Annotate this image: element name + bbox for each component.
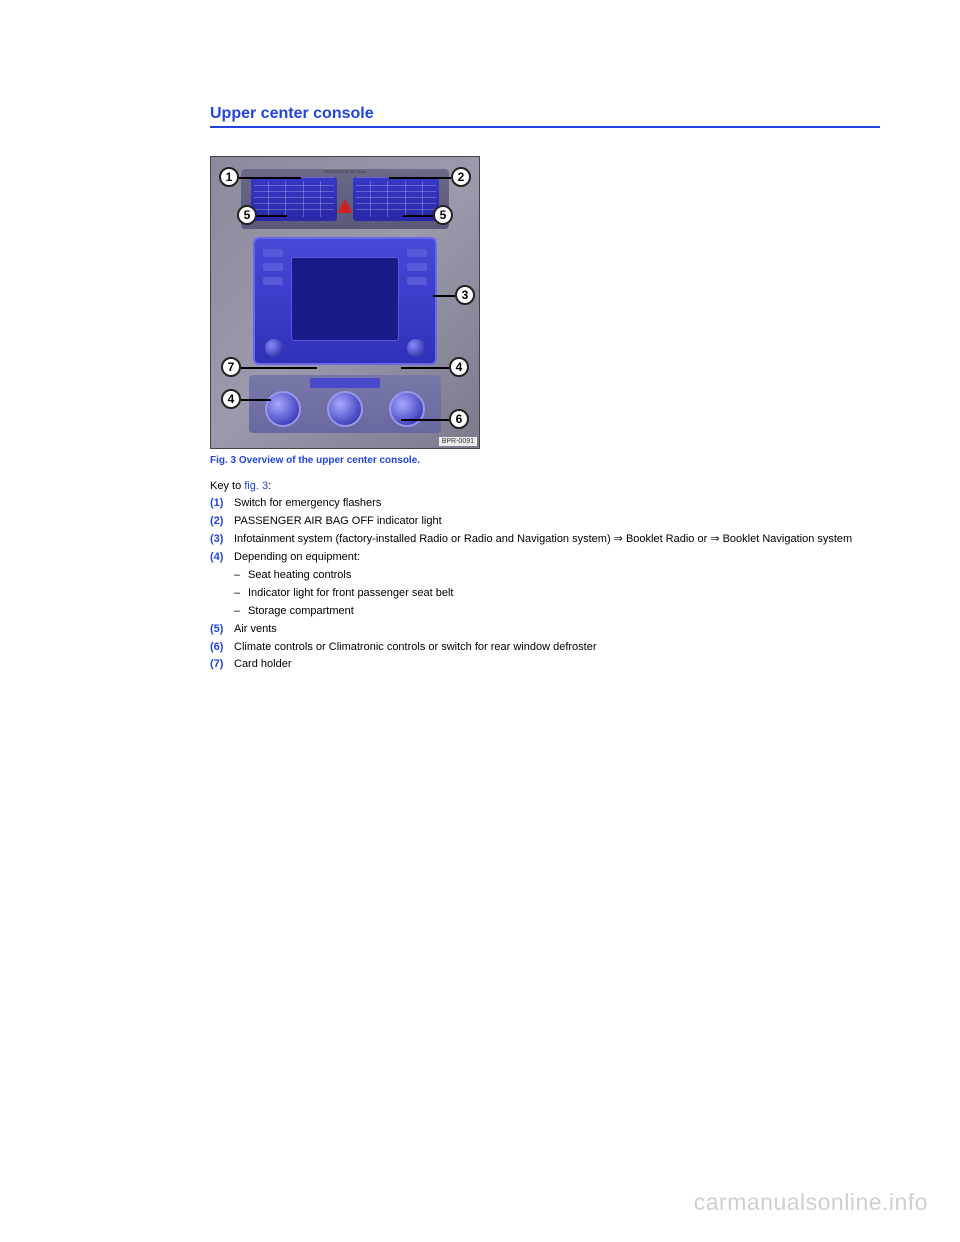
callout-4-right: 4 bbox=[449, 357, 469, 377]
leader-line bbox=[401, 419, 449, 421]
callout-5-right: 5 bbox=[433, 205, 453, 225]
callout-1: 1 bbox=[219, 167, 239, 187]
passenger-airbag-label: PASSENGER AIR BAG bbox=[324, 169, 366, 174]
legend-text: Switch for emergency flashers bbox=[234, 496, 880, 512]
climate-buttons bbox=[310, 378, 380, 388]
head-unit-button bbox=[407, 277, 427, 285]
dash-icon: – bbox=[234, 604, 248, 620]
legend-subtext: Storage compartment bbox=[248, 604, 354, 620]
legend-number: (4) bbox=[210, 550, 234, 566]
leader-line bbox=[389, 177, 451, 179]
dash-icon: – bbox=[234, 568, 248, 584]
legend-text: Air vents bbox=[234, 622, 880, 638]
climate-knob-center bbox=[327, 391, 363, 427]
legend-subitem: – Storage compartment bbox=[234, 604, 880, 620]
legend-sublist: – Seat heating controls – Indicator ligh… bbox=[210, 568, 880, 620]
leader-line bbox=[433, 295, 455, 297]
legend-intro: Key to fig. 3: bbox=[210, 480, 880, 492]
legend-item: (2) PASSENGER AIR BAG OFF indicator ligh… bbox=[210, 514, 880, 530]
head-unit-knob-left bbox=[265, 339, 283, 357]
leader-line bbox=[239, 177, 301, 179]
legend-subtext: Indicator light for front passenger seat… bbox=[248, 586, 453, 602]
leader-line bbox=[403, 215, 433, 217]
legend-number: (7) bbox=[210, 657, 234, 673]
dash-icon: – bbox=[234, 586, 248, 602]
climate-knob-left bbox=[265, 391, 301, 427]
callout-5-left: 5 bbox=[237, 205, 257, 225]
leader-line bbox=[401, 367, 449, 369]
head-unit-button bbox=[263, 277, 283, 285]
figure-tag: BPR-0091 bbox=[439, 437, 477, 446]
legend-item: (3) Infotainment system (factory-install… bbox=[210, 532, 880, 548]
callout-3: 3 bbox=[455, 285, 475, 305]
leader-line bbox=[241, 367, 317, 369]
legend-number: (6) bbox=[210, 640, 234, 656]
infotainment-screen bbox=[291, 257, 399, 341]
legend-number: (3) bbox=[210, 532, 234, 548]
legend-item: (6) Climate controls or Climatronic cont… bbox=[210, 640, 880, 656]
legend-number: (1) bbox=[210, 496, 234, 512]
legend-intro-suffix: : bbox=[268, 480, 271, 492]
legend-text: PASSENGER AIR BAG OFF indicator light bbox=[234, 514, 880, 530]
legend-text: Card holder bbox=[234, 657, 880, 673]
infotainment-unit bbox=[253, 237, 437, 365]
hazard-triangle-icon bbox=[337, 199, 353, 213]
legend-number: (5) bbox=[210, 622, 234, 638]
watermark: carmanualsonline.info bbox=[694, 1189, 928, 1216]
console-figure: PASSENGER AIR BAG 1 bbox=[210, 156, 480, 449]
callout-6: 6 bbox=[449, 409, 469, 429]
callout-2: 2 bbox=[451, 167, 471, 187]
head-unit-button bbox=[263, 249, 283, 257]
legend-list: (1) Switch for emergency flashers (2) PA… bbox=[210, 496, 880, 673]
climate-knob-right bbox=[389, 391, 425, 427]
callout-4-left: 4 bbox=[221, 389, 241, 409]
figure-caption: Fig. 3 Overview of the upper center cons… bbox=[210, 455, 880, 466]
legend-intro-figref: fig. 3 bbox=[244, 480, 268, 492]
legend-subitem: – Indicator light for front passenger se… bbox=[234, 586, 880, 602]
section-title: Upper center console bbox=[210, 105, 880, 128]
legend-item: (1) Switch for emergency flashers bbox=[210, 496, 880, 512]
leader-line bbox=[241, 399, 271, 401]
head-unit-button bbox=[407, 249, 427, 257]
legend-number: (2) bbox=[210, 514, 234, 530]
legend-item: (4) Depending on equipment: bbox=[210, 550, 880, 566]
head-unit-button bbox=[263, 263, 283, 271]
head-unit-button bbox=[407, 263, 427, 271]
legend-text: Depending on equipment: bbox=[234, 550, 880, 566]
callout-7: 7 bbox=[221, 357, 241, 377]
legend-item: (7) Card holder bbox=[210, 657, 880, 673]
legend-subitem: – Seat heating controls bbox=[234, 568, 880, 584]
legend-text: Climate controls or Climatronic controls… bbox=[234, 640, 880, 656]
head-unit-knob-right bbox=[407, 339, 425, 357]
legend-intro-prefix: Key to bbox=[210, 480, 244, 492]
legend-subtext: Seat heating controls bbox=[248, 568, 351, 584]
legend-text: Infotainment system (factory-installed R… bbox=[234, 532, 880, 548]
legend-item: (5) Air vents bbox=[210, 622, 880, 638]
climate-panel bbox=[249, 375, 441, 433]
leader-line bbox=[257, 215, 287, 217]
page-content: Upper center console PASSENGER AIR BAG bbox=[0, 0, 960, 695]
